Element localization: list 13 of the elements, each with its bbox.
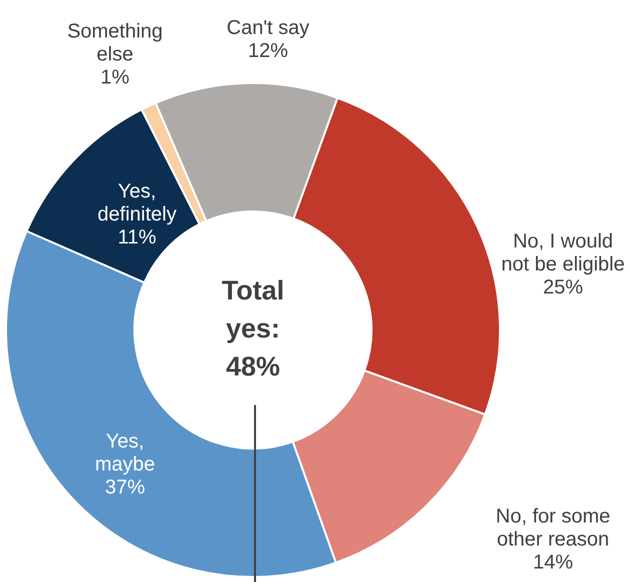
slice-label: No, for some other reason (496, 506, 610, 551)
slice-label: Yes, definitely (98, 180, 176, 226)
data-label: 37% (104, 476, 146, 499)
data-label: 25% (542, 276, 584, 299)
slice-label: No, I would not be eligible (501, 230, 625, 276)
data-label: 11% (118, 226, 156, 249)
data-label: 14% (532, 552, 574, 574)
text: Total yes: 48% (222, 275, 284, 382)
data-label: 1% (100, 66, 130, 89)
slice-label: Something else (67, 20, 163, 66)
data-label: 12% (248, 40, 288, 62)
slice-label: Yes, maybe (94, 430, 156, 476)
slice-label: Can't say (226, 17, 310, 40)
